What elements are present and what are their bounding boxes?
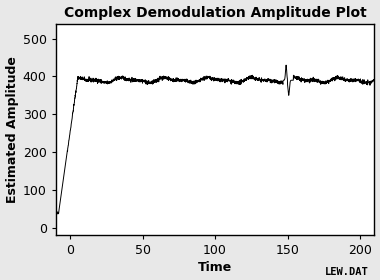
Y-axis label: Estimated Amplitude: Estimated Amplitude bbox=[6, 56, 19, 203]
Text: LEW.DAT: LEW.DAT bbox=[325, 267, 369, 277]
Title: Complex Demodulation Amplitude Plot: Complex Demodulation Amplitude Plot bbox=[64, 6, 366, 20]
X-axis label: Time: Time bbox=[198, 262, 232, 274]
